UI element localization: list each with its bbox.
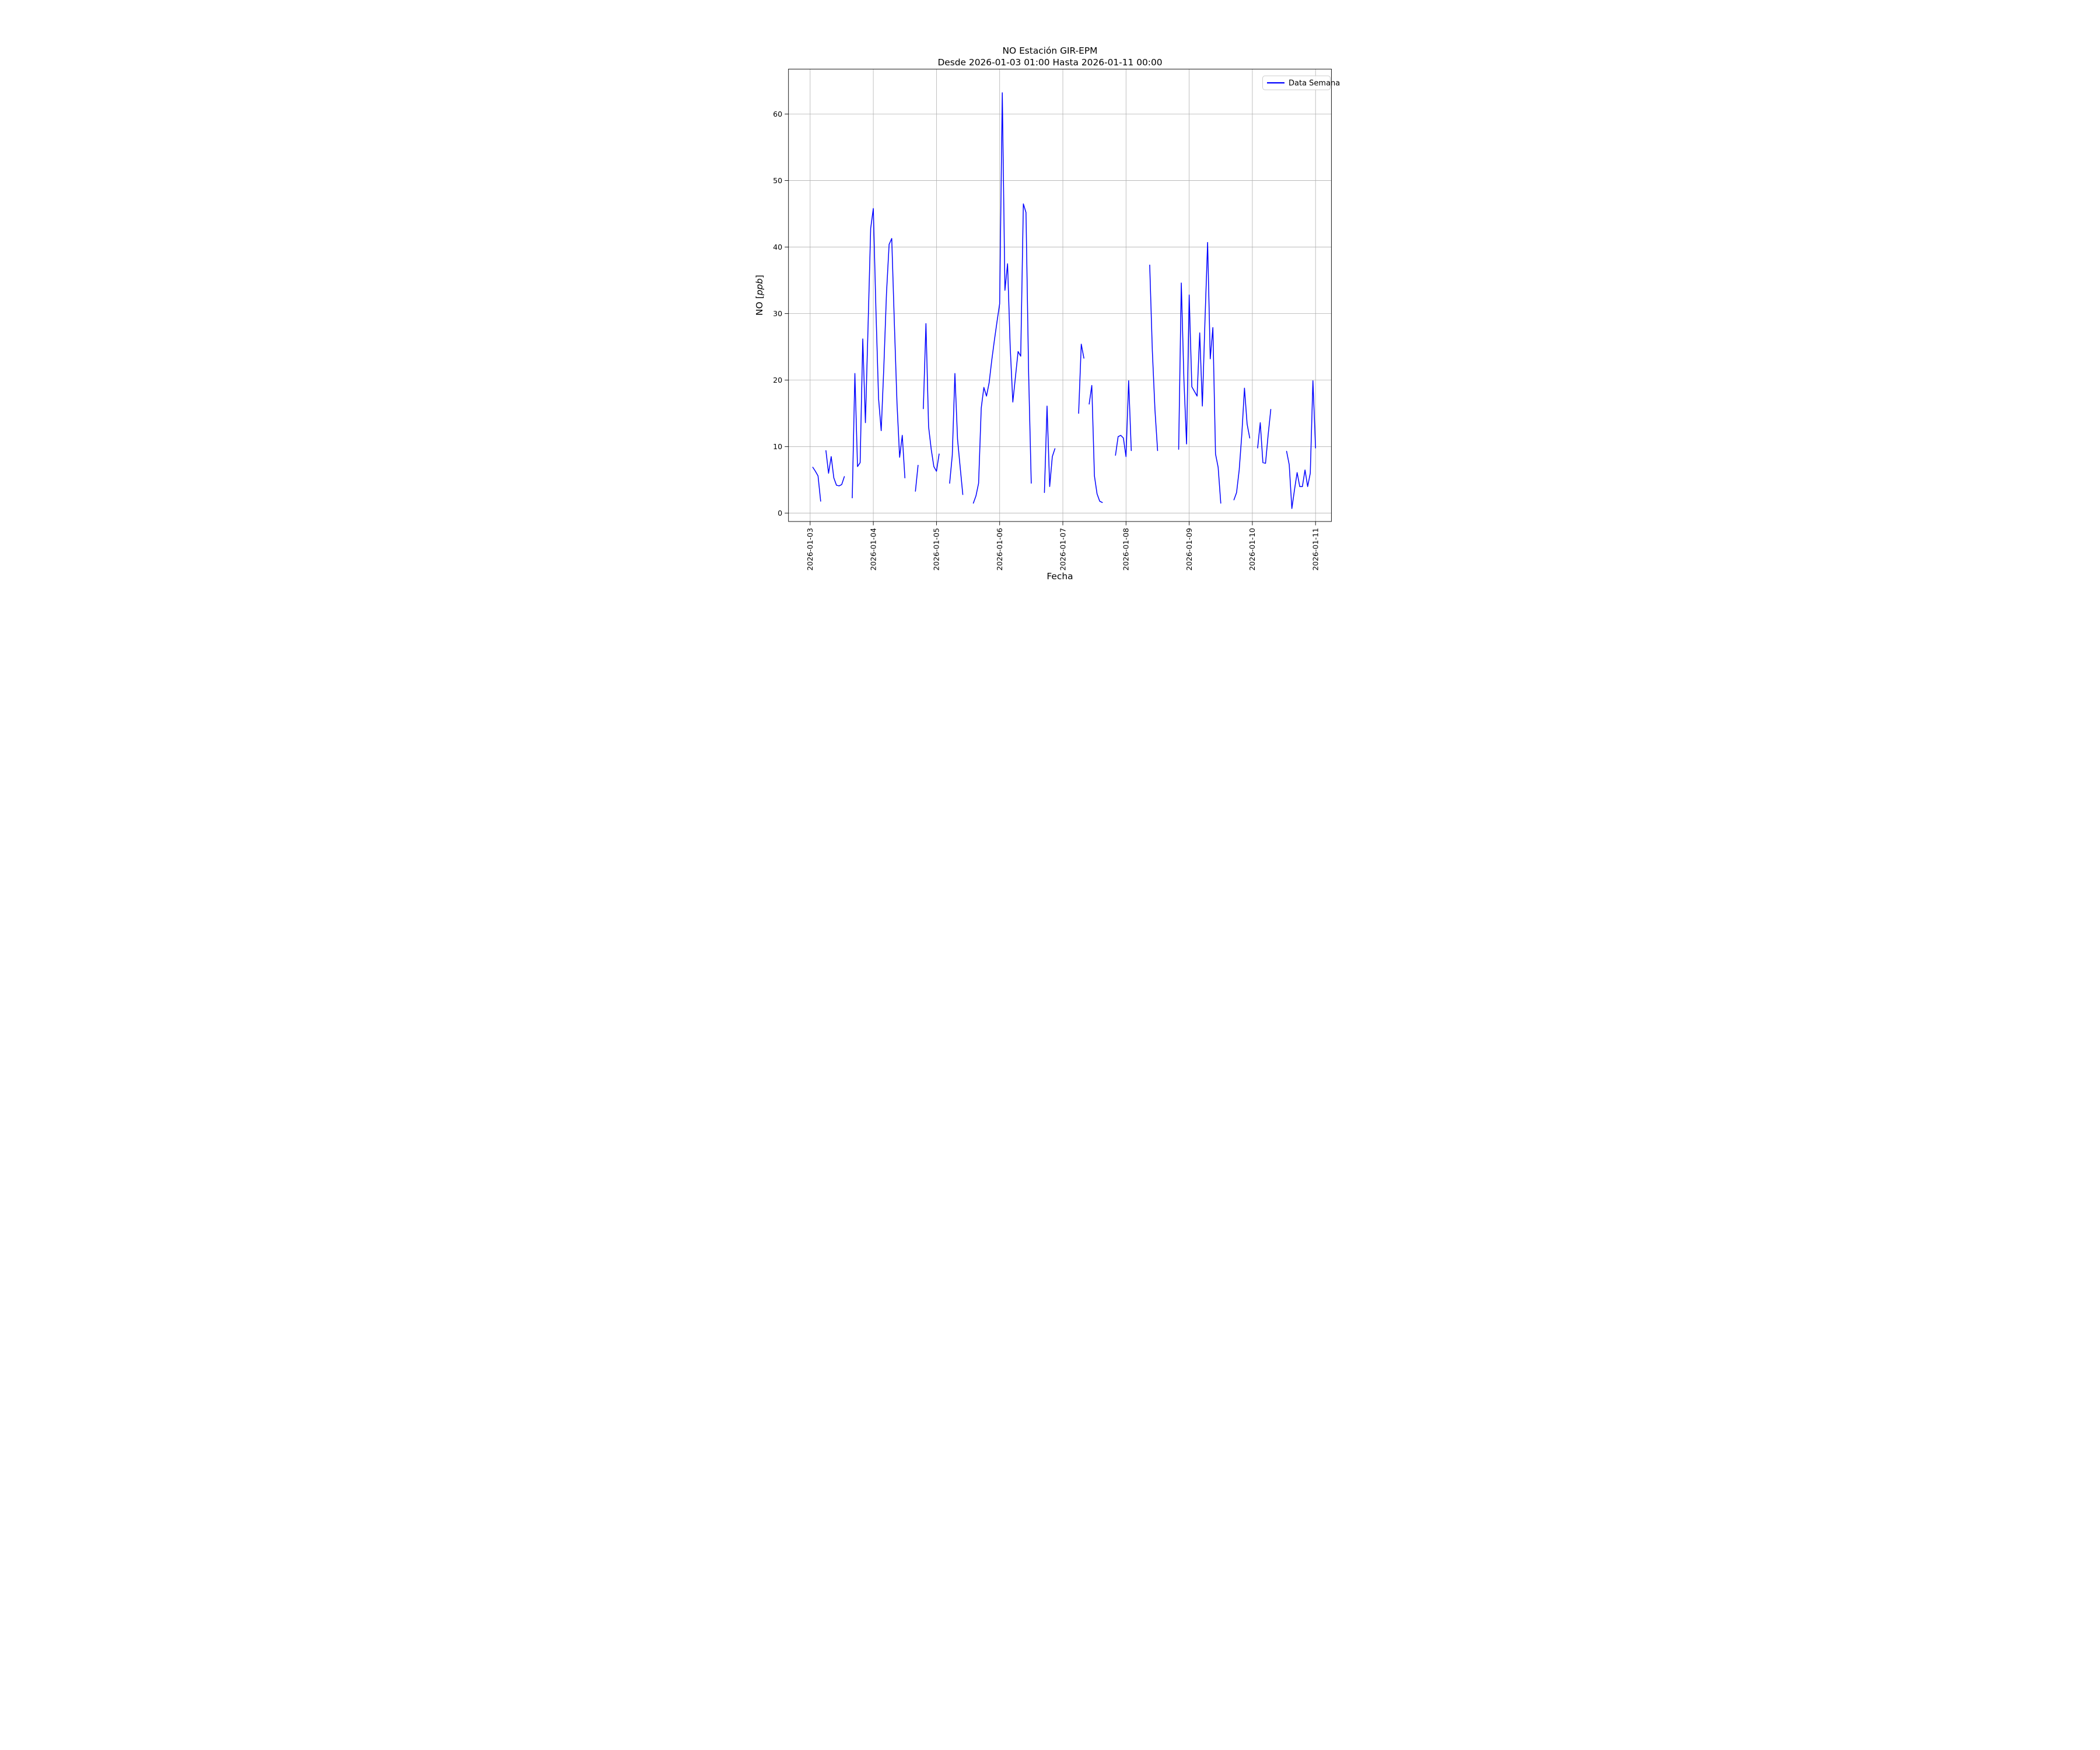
chart-title-line1: NO Estación GIR-EPM bbox=[1003, 46, 1098, 56]
data-series-layer bbox=[812, 92, 1316, 509]
x-tick-label: 2026-01-09 bbox=[1185, 528, 1194, 570]
plot-border bbox=[788, 68, 1332, 522]
x-tick-label: 2026-01-05 bbox=[932, 528, 941, 570]
x-tick-label: 2026-01-11 bbox=[1311, 528, 1320, 570]
legend-box bbox=[1262, 75, 1331, 90]
x-axis-label: Fecha bbox=[1046, 571, 1073, 582]
x-tick-label: 2026-01-06 bbox=[995, 528, 1004, 570]
x-tick-label: 2026-01-07 bbox=[1058, 528, 1067, 570]
y-tick-label: 30 bbox=[773, 309, 782, 318]
y-tick-label: 50 bbox=[773, 176, 782, 185]
y-axis-label: NO [ppb] bbox=[754, 275, 765, 316]
legend: Data Semana bbox=[1262, 75, 1340, 90]
x-tick-label: 2026-01-08 bbox=[1122, 528, 1130, 570]
y-tick-label: 40 bbox=[773, 243, 782, 251]
grid-layer bbox=[788, 69, 1332, 522]
chart-title-line2: Desde 2026-01-03 01:00 Hasta 2026-01-11 … bbox=[937, 57, 1162, 68]
y-tick-label: 10 bbox=[773, 442, 782, 451]
figure: NO Estación GIR-EPM Desde 2026-01-03 01:… bbox=[700, 0, 1400, 583]
data-line bbox=[812, 92, 1316, 509]
line-chart: NO Estación GIR-EPM Desde 2026-01-03 01:… bbox=[754, 46, 1340, 582]
y-tick-label: 60 bbox=[773, 110, 782, 118]
x-tick-label: 2026-01-03 bbox=[806, 528, 814, 570]
x-tick-label: 2026-01-04 bbox=[869, 528, 877, 570]
y-tick-label: 0 bbox=[778, 509, 782, 517]
tick-layer: 0 10 20 30 40 50 60 2026-01-03 2026-01-04 2026-01… bbox=[773, 110, 1320, 570]
legend-label: Data Semana bbox=[1289, 79, 1340, 88]
y-tick-label: 20 bbox=[773, 376, 782, 384]
x-tick-label: 2026-01-10 bbox=[1248, 528, 1256, 570]
